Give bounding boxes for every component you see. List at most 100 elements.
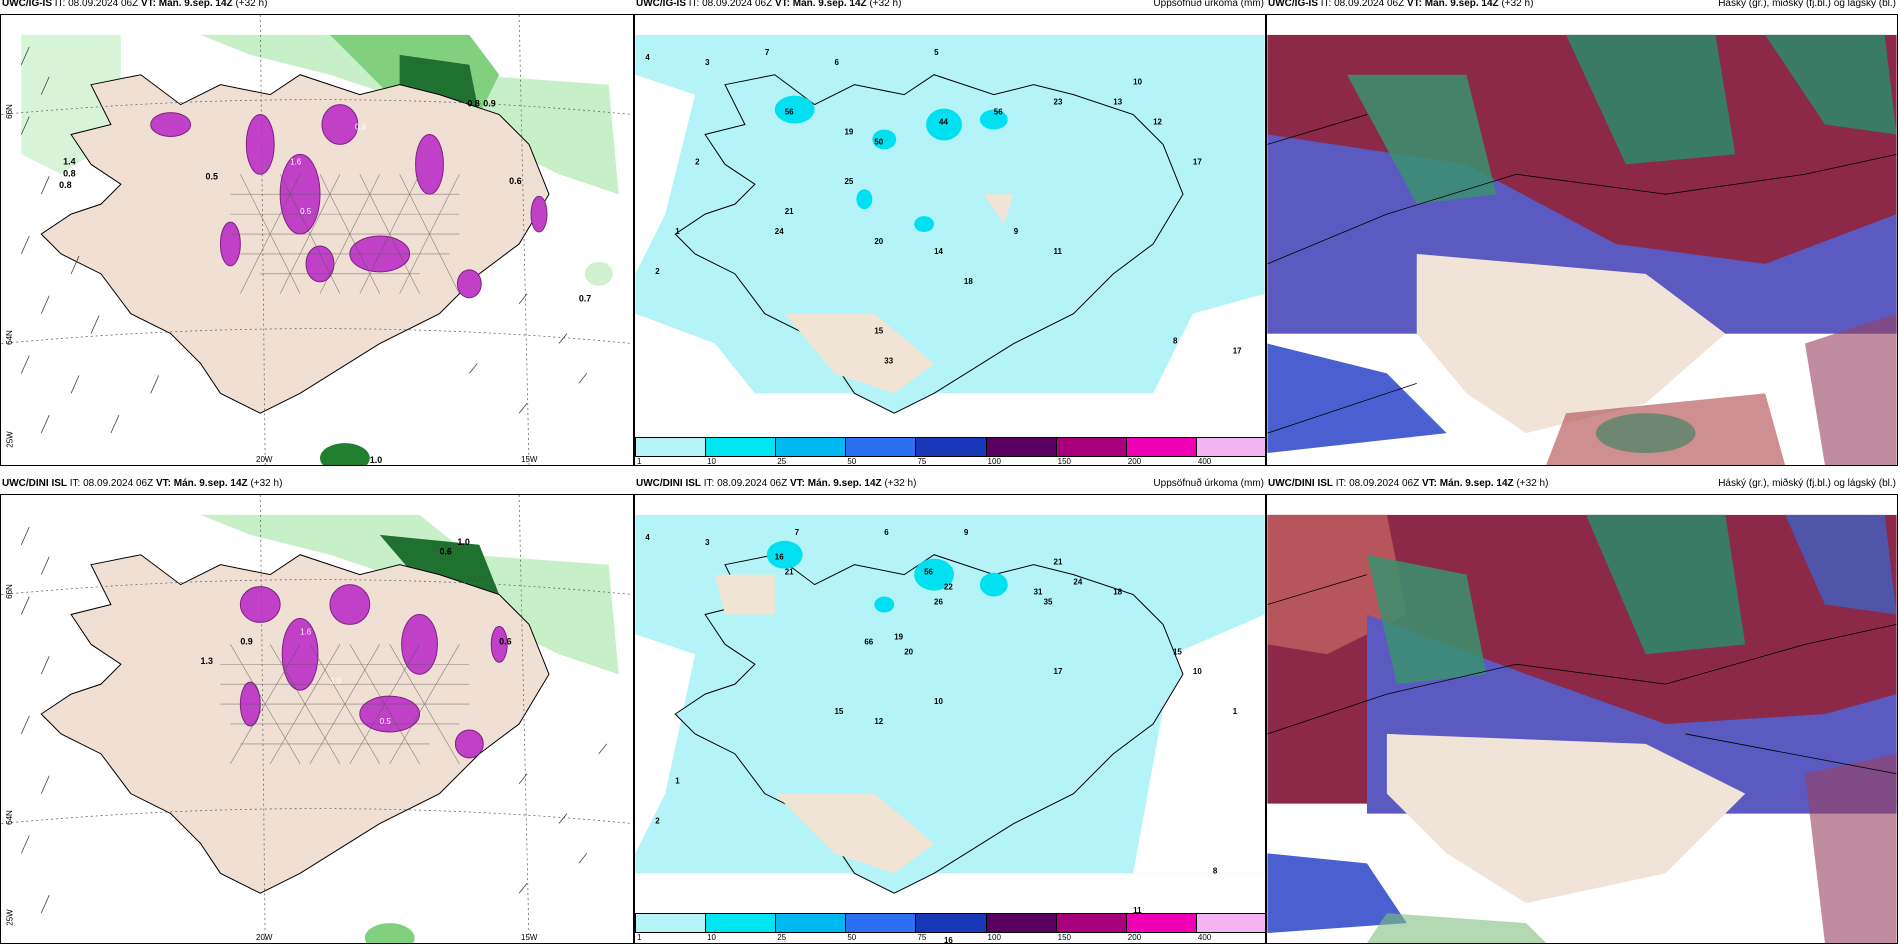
cbar-seg: 50 — [846, 914, 917, 942]
svg-text:1: 1 — [675, 227, 680, 236]
lead-time: (+32 h) — [884, 478, 917, 489]
svg-text:1.6: 1.6 — [290, 157, 302, 166]
svg-text:11: 11 — [1054, 247, 1063, 256]
svg-text:3: 3 — [705, 58, 710, 67]
cbar-seg: 1 — [636, 438, 707, 465]
svg-text:18: 18 — [1113, 588, 1122, 597]
svg-text:5: 5 — [934, 48, 939, 57]
cbar-seg: 400 — [1196, 914, 1265, 942]
valid-time: VT: Mán. 9.sep. 14Z — [155, 478, 248, 489]
model-name: UWC/DINI ISL — [636, 478, 701, 489]
svg-text:0.5: 0.5 — [205, 171, 217, 181]
panel-variable-title: Háský (gr.), miðský (fj.bl.) og lágský (… — [1718, 478, 1896, 489]
init-time: IT: 08.09.2024 06Z — [1320, 0, 1405, 9]
svg-text:7: 7 — [765, 48, 770, 57]
svg-text:22: 22 — [944, 583, 953, 592]
model-name: UWC/IG-IS — [1268, 0, 1318, 9]
svg-text:1.3: 1.3 — [201, 656, 213, 666]
svg-text:56: 56 — [785, 108, 794, 117]
precip-colorbar: 1 10 25 50 75 100 150 200 400 — [635, 437, 1265, 465]
svg-text:0.9: 0.9 — [355, 122, 367, 131]
svg-text:10: 10 — [1133, 78, 1142, 87]
lat-label-66n: 66N — [4, 584, 14, 599]
lead-time: (+32 h) — [1501, 0, 1534, 9]
lead-time: (+32 h) — [869, 0, 902, 9]
svg-text:0.8: 0.8 — [59, 180, 71, 190]
lon-label-25w: 25W — [5, 909, 15, 926]
init-time: IT: 08.09.2024 06Z — [54, 0, 139, 9]
svg-text:0.8: 0.8 — [467, 99, 479, 109]
svg-text:8: 8 — [1173, 337, 1178, 346]
panel-bottom-left-map: 0.6 1.0 1.3 0.6 0.9 2.0 1.6 0.5 20W 15W 66N 64… — [0, 494, 634, 944]
panel-bottom-right-map — [1266, 494, 1898, 944]
svg-text:17: 17 — [1054, 667, 1063, 676]
model-name: UWC/DINI ISL — [1268, 478, 1333, 489]
cbar-seg: 100 — [986, 438, 1057, 465]
panel-variable-title: Háský (gr.), miðský (fj.bl.) og lágský (… — [1718, 0, 1896, 9]
svg-text:0.8: 0.8 — [63, 168, 75, 178]
svg-text:1.6: 1.6 — [300, 627, 312, 636]
svg-text:1.4: 1.4 — [63, 156, 75, 166]
svg-text:0.6: 0.6 — [509, 176, 521, 186]
valid-time: VT: Mán. 9.sep. 14Z — [1421, 478, 1514, 489]
svg-text:21: 21 — [785, 568, 794, 577]
cbar-seg: 10 — [706, 914, 777, 942]
lead-time: (+32 h) — [235, 0, 268, 9]
valid-time: VT: Mán. 9.sep. 14Z — [1406, 0, 1499, 9]
lead-time: (+32 h) — [1516, 478, 1549, 489]
panel-variable-title: Uppsöfnuð úrkoma (mm) — [1153, 0, 1264, 9]
svg-text:13: 13 — [1113, 98, 1122, 107]
svg-text:10: 10 — [934, 697, 943, 706]
svg-text:0.5: 0.5 — [300, 207, 312, 216]
lat-label-64n: 64N — [4, 330, 14, 345]
cbar-seg: 75 — [916, 914, 987, 942]
svg-text:2: 2 — [655, 817, 660, 826]
svg-text:2: 2 — [655, 267, 660, 276]
svg-text:16: 16 — [944, 936, 953, 943]
lon-label-15w: 15W — [521, 455, 538, 464]
svg-text:6: 6 — [884, 528, 889, 537]
cbar-seg: 25 — [776, 914, 847, 942]
svg-text:15: 15 — [835, 707, 844, 716]
svg-text:26: 26 — [934, 598, 943, 607]
svg-text:15: 15 — [1173, 647, 1182, 656]
svg-text:9: 9 — [1014, 227, 1019, 236]
svg-text:4: 4 — [645, 53, 650, 62]
svg-text:19: 19 — [844, 127, 853, 136]
svg-text:2.0: 2.0 — [330, 677, 342, 686]
lead-time: (+32 h) — [250, 478, 283, 489]
cbar-seg: 10 — [706, 438, 777, 465]
svg-text:2: 2 — [695, 157, 700, 166]
svg-text:66: 66 — [864, 637, 873, 646]
init-time: IT: 08.09.2024 06Z — [1335, 478, 1420, 489]
svg-text:7: 7 — [795, 528, 800, 537]
cbar-seg: 1 — [636, 914, 707, 942]
cbar-seg: 25 — [776, 438, 847, 465]
cbar-seg: 200 — [1126, 438, 1197, 465]
svg-text:19: 19 — [894, 632, 903, 641]
svg-text:20: 20 — [874, 237, 883, 246]
svg-text:35: 35 — [1044, 598, 1053, 607]
svg-text:17: 17 — [1193, 157, 1202, 166]
svg-text:3: 3 — [705, 538, 710, 547]
svg-text:12: 12 — [1153, 118, 1162, 127]
svg-text:0.6: 0.6 — [439, 547, 451, 557]
init-time: IT: 08.09.2024 06Z — [69, 478, 154, 489]
lon-label-20w: 20W — [256, 933, 273, 942]
svg-text:15: 15 — [874, 327, 883, 336]
svg-text:14: 14 — [934, 247, 943, 256]
svg-text:56: 56 — [994, 108, 1003, 117]
svg-text:17: 17 — [1233, 346, 1242, 355]
precip-colorbar: 1 10 25 50 75 100 150 200 400 — [635, 913, 1265, 942]
svg-text:4: 4 — [645, 533, 650, 542]
svg-text:1.0: 1.0 — [457, 537, 469, 547]
svg-text:8: 8 — [1213, 866, 1218, 875]
map-top-left: 1.4 0.8 0.8 0.7 1.0 0.8 0.9 0.6 0.5 1.6 0.5 0.9 — [1, 15, 633, 465]
svg-text:0.7: 0.7 — [579, 294, 591, 304]
lat-label-66n: 66N — [4, 104, 14, 119]
svg-text:33: 33 — [884, 356, 893, 365]
panel-top-right-map — [1266, 14, 1898, 466]
